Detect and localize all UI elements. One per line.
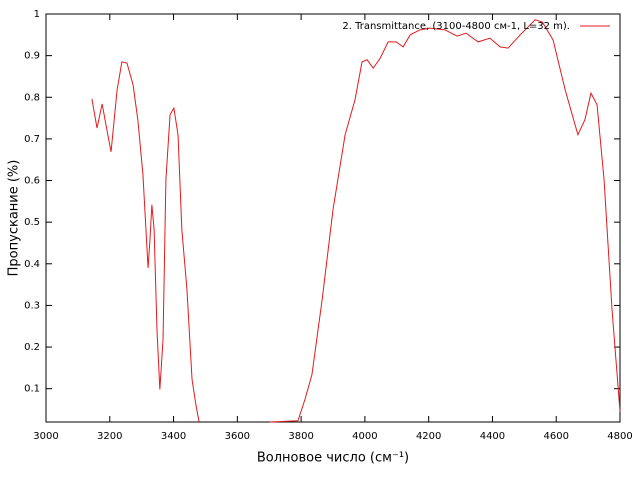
x-tick-label: 3000 [33, 431, 58, 442]
y-tick-label: 0.3 [24, 300, 40, 311]
x-tick-label: 3400 [161, 431, 186, 442]
y-tick-label: 0.6 [24, 176, 40, 187]
x-tick-label: 4200 [416, 431, 441, 442]
x-tick-label: 3800 [288, 431, 313, 442]
x-tick-label: 3200 [97, 431, 122, 442]
y-tick-label: 0.7 [24, 134, 40, 145]
y-tick-label: 1 [34, 9, 40, 20]
x-tick-label: 4000 [352, 431, 377, 442]
x-tick-label: 3600 [225, 431, 250, 442]
y-tick-label: 0.5 [24, 217, 40, 228]
y-tick-label: 0.2 [24, 342, 40, 353]
y-tick-label: 0.1 [24, 384, 40, 395]
y-tick-label: 0.8 [24, 92, 40, 103]
data-line [91, 19, 621, 423]
y-tick-label: 0.9 [24, 51, 40, 62]
x-tick-label: 4400 [480, 431, 505, 442]
x-axis-title: Волновое число (см⁻¹) [257, 451, 409, 466]
x-tick-label: 4800 [607, 431, 632, 442]
y-tick-label: 0.4 [24, 259, 40, 270]
legend-label: 2. Transmittance, (3100-4800 см-1, L=32 … [342, 21, 570, 32]
x-tick-label: 4600 [543, 431, 568, 442]
y-axis-title: Пропускание (%) [7, 160, 22, 277]
plot-frame [45, 13, 621, 423]
